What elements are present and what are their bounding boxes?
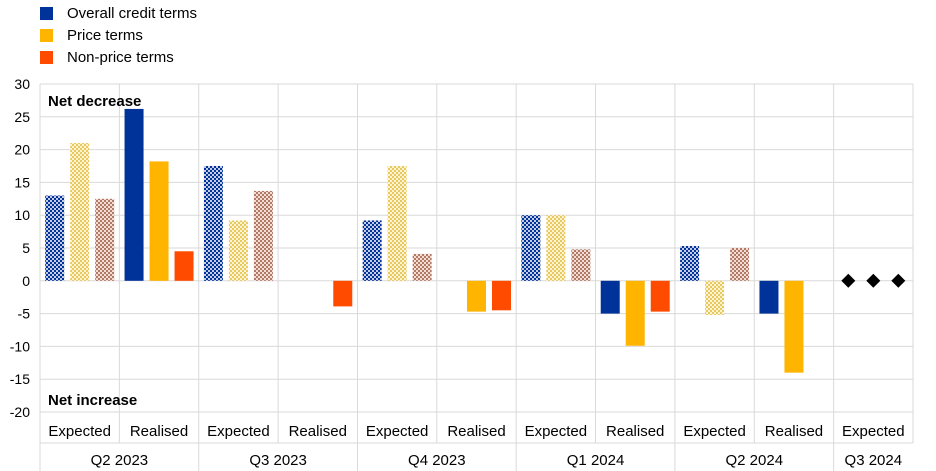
bar-overall-expected <box>203 166 223 281</box>
legend-label-overall: Overall credit terms <box>67 4 198 22</box>
bar-price-expected <box>387 166 407 281</box>
bar-price-realised <box>784 280 804 373</box>
x-quarter-label: Q2 2023 <box>91 452 149 469</box>
x-group-label: Expected <box>525 423 588 440</box>
y-tick-label: -5 <box>18 306 31 322</box>
annotation-net-decrease: Net decrease <box>48 93 141 110</box>
bar-nonprice-realised <box>174 251 194 281</box>
bar-overall-realised <box>124 108 144 281</box>
legend: Overall credit terms Price terms Non-pri… <box>40 2 197 68</box>
y-tick-label: -20 <box>10 404 30 420</box>
bar-nonprice-expected <box>571 249 591 281</box>
x-group-label: Realised <box>447 423 505 440</box>
axis-labels: 30 25 20 15 10 5 0 -5 -10 -15 -20 Expected Realised E… <box>10 76 905 469</box>
y-tick-label: 10 <box>14 207 30 223</box>
x-quarter-label: Q4 2023 <box>408 452 466 469</box>
x-group-label: Realised <box>765 423 823 440</box>
y-tick-label: 20 <box>14 142 30 158</box>
bar-price-realised <box>625 280 645 346</box>
bar-nonprice-realised <box>650 280 670 312</box>
bar-overall-realised <box>759 280 779 314</box>
legend-swatch-nonprice <box>40 50 53 64</box>
bar-overall-expected <box>521 215 541 281</box>
bar-price-expected <box>546 215 566 281</box>
y-tick-label: 15 <box>14 174 30 190</box>
bar-overall-realised <box>600 280 620 314</box>
legend-label-nonprice: Non-price terms <box>67 48 174 66</box>
legend-item-nonprice: Non-price terms <box>40 46 197 68</box>
grid <box>39 83 914 471</box>
x-group-label: Expected <box>207 423 270 440</box>
x-group-label: Expected <box>683 423 746 440</box>
diamond-marker-price <box>866 273 881 288</box>
x-group-label: Realised <box>606 423 664 440</box>
x-group-label: Expected <box>48 423 111 440</box>
bar-nonprice-expected <box>95 198 115 281</box>
bar-price-expected <box>705 280 725 315</box>
bar-overall-expected <box>45 195 65 281</box>
y-tick-label: 30 <box>14 76 30 92</box>
bar-nonprice-expected <box>253 190 273 281</box>
x-quarter-label: Q2 2024 <box>725 452 783 469</box>
annotation-net-increase: Net increase <box>48 392 137 409</box>
x-quarter-label: Q3 2024 <box>845 452 903 469</box>
legend-swatch-price <box>40 28 53 42</box>
bar-overall-expected <box>362 220 382 281</box>
y-tick-label: 5 <box>22 240 30 256</box>
bar-nonprice-realised <box>333 280 353 307</box>
y-tick-label: -10 <box>10 338 30 354</box>
diamond-marker-nonprice <box>891 273 906 288</box>
bar-nonprice-realised <box>492 280 511 311</box>
diamond-marker-overall <box>841 273 856 288</box>
bar-nonprice-expected <box>730 248 750 281</box>
bars <box>45 108 906 373</box>
bar-nonprice-expected <box>412 253 432 281</box>
x-group-label: Expected <box>366 423 429 440</box>
bar-price-expected <box>228 220 248 281</box>
bar-price-realised <box>467 280 486 312</box>
y-tick-label: 25 <box>14 109 30 125</box>
legend-swatch-overall <box>40 6 53 20</box>
x-group-label: Expected <box>842 423 905 440</box>
x-group-label: Realised <box>289 423 347 440</box>
x-quarter-label: Q3 2023 <box>249 452 307 469</box>
x-group-label: Realised <box>130 423 188 440</box>
y-tick-label: -15 <box>10 371 30 387</box>
legend-label-price: Price terms <box>67 26 143 44</box>
bar-overall-expected <box>680 246 700 281</box>
legend-item-overall: Overall credit terms <box>40 2 197 24</box>
x-quarter-label: Q1 2024 <box>567 452 625 469</box>
bar-price-realised <box>149 161 169 281</box>
y-tick-label: 0 <box>22 273 30 289</box>
bar-price-expected <box>70 143 90 281</box>
legend-item-price: Price terms <box>40 24 197 46</box>
